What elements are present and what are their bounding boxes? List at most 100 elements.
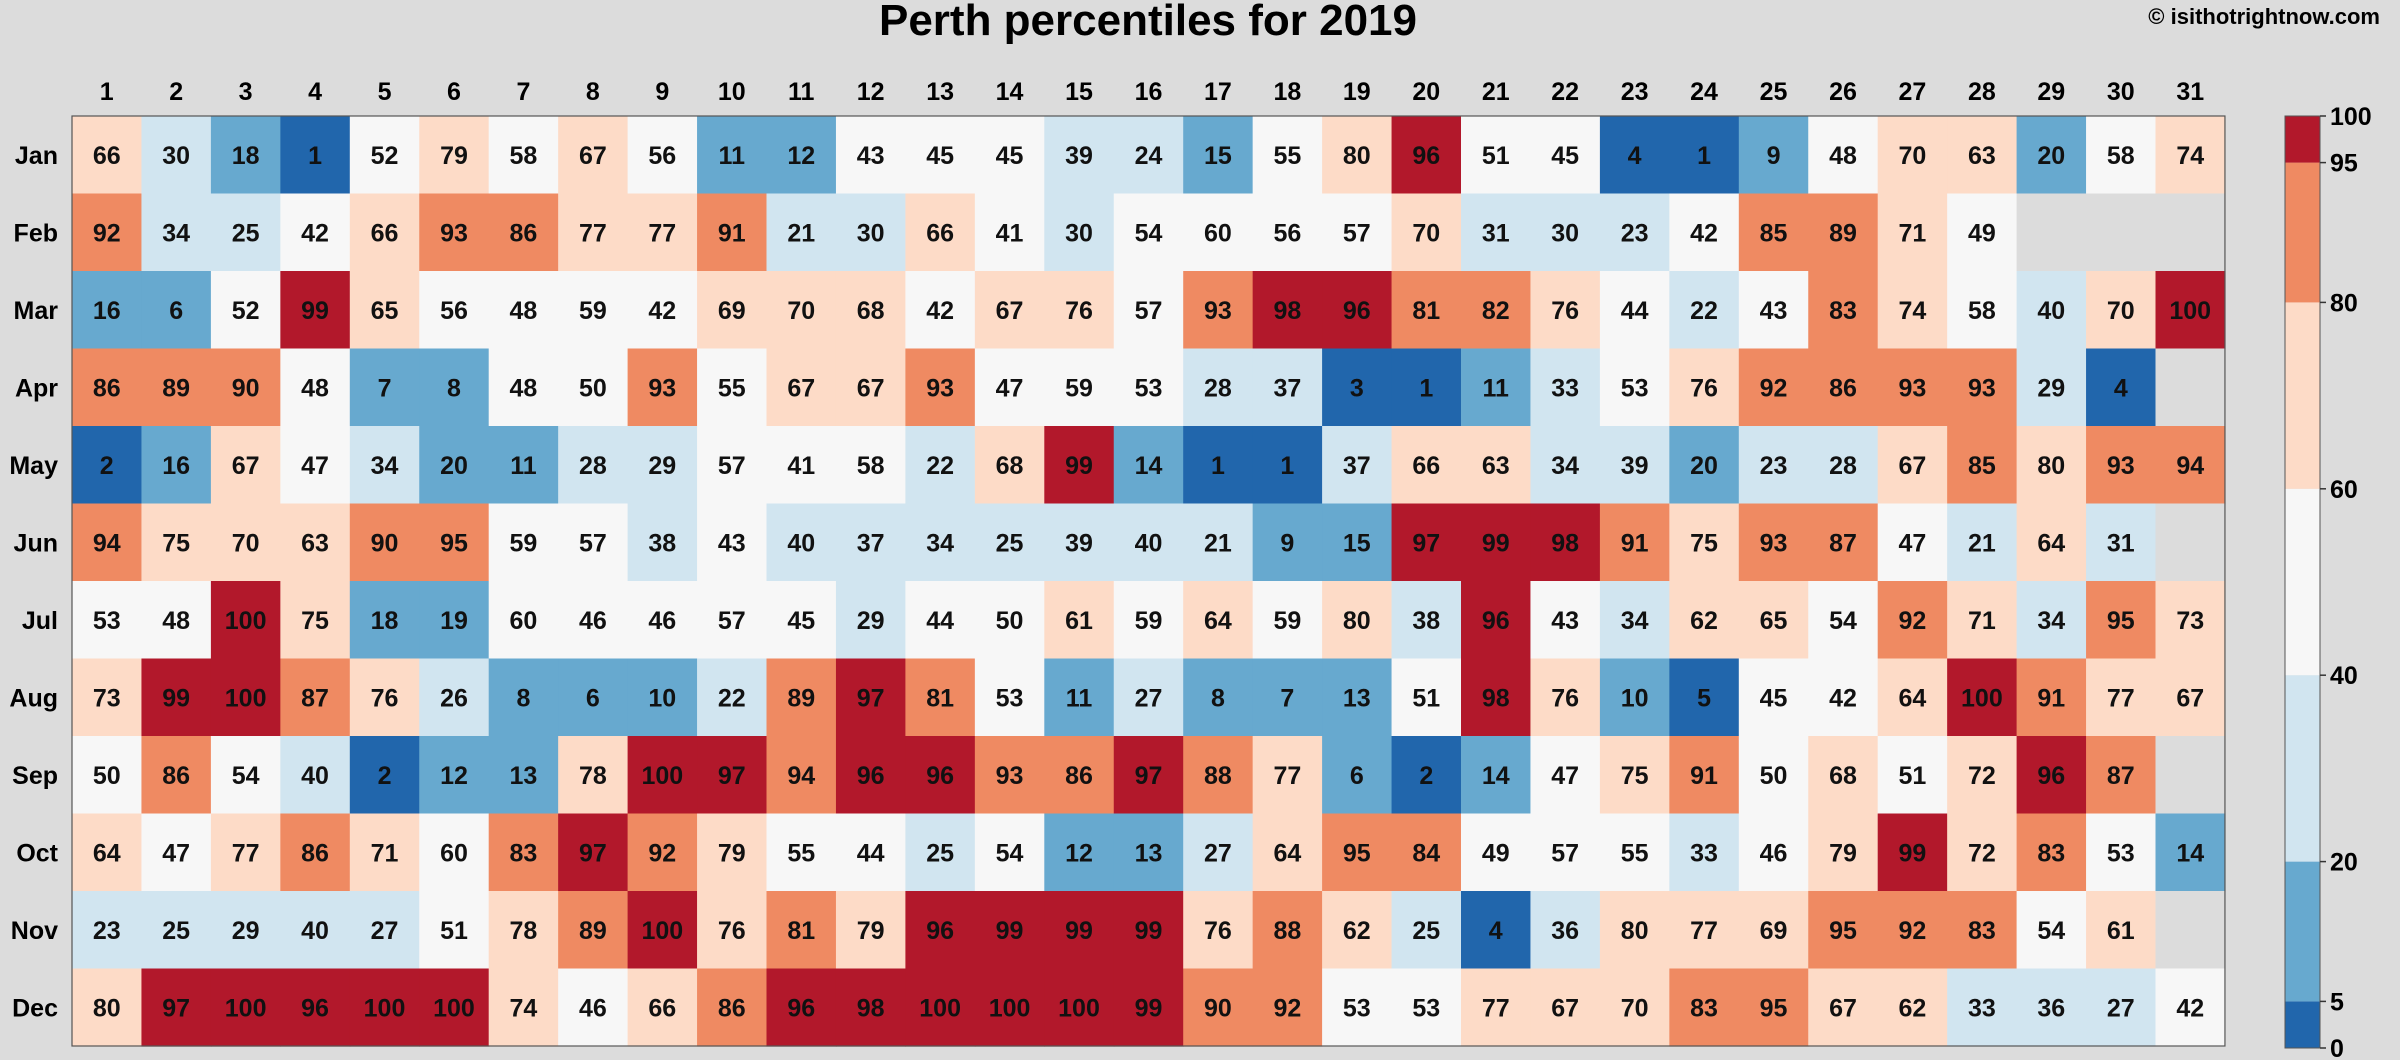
heatmap-cell — [1322, 193, 1393, 272]
heatmap-cell — [835, 271, 906, 350]
heatmap-cell — [1530, 116, 1601, 195]
heatmap-cell — [1738, 193, 1809, 272]
heatmap-chart: 1 2 3 4 5 6 7 8 9 10 11 12 13 14 15 16 17 18 19 20 21 22 23 24 2… — [9, 78, 2226, 1047]
heatmap-cell — [2155, 658, 2226, 737]
heatmap-cell — [210, 968, 281, 1047]
cell-value-label: 97 — [162, 994, 190, 1022]
heatmap-cell — [1808, 658, 1879, 737]
heatmap-cell — [2086, 813, 2157, 892]
heatmap-cell — [2086, 271, 2157, 350]
cell-value-label: 15 — [1343, 529, 1371, 557]
cell-value-label: 20 — [2037, 142, 2065, 170]
heatmap-cell — [1877, 581, 1948, 660]
heatmap-cell — [905, 658, 976, 737]
cell-value-label: 95 — [1760, 994, 1788, 1022]
cell-value-label: 67 — [787, 374, 815, 402]
heatmap-cell — [766, 193, 837, 272]
heatmap-cell — [1322, 581, 1393, 660]
heatmap-cell — [1044, 658, 1115, 737]
column-label: 24 — [1690, 78, 1718, 106]
cell-value-label: 1 — [1419, 374, 1433, 402]
heatmap-cell — [2155, 426, 2226, 505]
cell-value-label: 56 — [648, 142, 676, 170]
heatmap-cell — [2086, 116, 2157, 195]
cell-value-label: 80 — [1621, 917, 1649, 945]
heatmap-cell — [766, 116, 837, 195]
heatmap-cell — [1669, 658, 1740, 737]
heatmap-cell — [1808, 271, 1879, 350]
heatmap-cell — [1252, 193, 1323, 272]
heatmap-cell — [1738, 581, 1809, 660]
heatmap-cell — [835, 658, 906, 737]
heatmap-cell — [697, 503, 768, 582]
cell-value-label: 96 — [301, 994, 329, 1022]
cell-value-label: 34 — [926, 529, 954, 557]
cell-value-label: 81 — [926, 684, 954, 712]
cell-value-label: 67 — [857, 374, 885, 402]
heatmap-cell — [1113, 736, 1184, 815]
cell-value-label: 50 — [1760, 762, 1788, 790]
cell-value-label: 59 — [1273, 607, 1301, 635]
heatmap-cell — [1183, 736, 1254, 815]
cell-value-label: 53 — [1135, 374, 1163, 402]
cell-value-label: 48 — [510, 374, 538, 402]
cell-value-label: 12 — [787, 142, 815, 170]
cell-value-label: 34 — [371, 452, 399, 480]
column-label: 12 — [857, 78, 885, 106]
heatmap-cell — [210, 193, 281, 272]
cell-value-label: 56 — [440, 297, 468, 325]
cell-value-label: 37 — [1343, 452, 1371, 480]
cell-value-label: 72 — [1968, 762, 1996, 790]
heatmap-cell — [558, 348, 629, 427]
heatmap-cell — [1947, 813, 2018, 892]
colorbar-border — [2284, 115, 2321, 1049]
heatmap-cell — [1391, 736, 1462, 815]
heatmap-cell — [349, 581, 420, 660]
cell-value-label: 34 — [1621, 607, 1649, 635]
heatmap-cell — [1044, 581, 1115, 660]
heatmap-cell — [974, 581, 1045, 660]
heatmap-cell — [1113, 891, 1184, 970]
heatmap-cell — [835, 968, 906, 1047]
cell-value-label: 46 — [579, 994, 607, 1022]
cell-value-label: 54 — [232, 762, 260, 790]
cell-value-label: 74 — [1899, 297, 1927, 325]
colorbar-tick-label: 0 — [2330, 1035, 2344, 1060]
heatmap-cell — [1183, 658, 1254, 737]
cell-value-label: 100 — [364, 994, 406, 1022]
cell-value-label: 63 — [1968, 142, 1996, 170]
heatmap-cell — [697, 891, 768, 970]
heatmap-cell — [1599, 581, 1670, 660]
cell-value-label: 57 — [1135, 297, 1163, 325]
heatmap-cell — [1044, 503, 1115, 582]
cell-value-label: 31 — [2107, 529, 2135, 557]
heatmap-cell — [2086, 736, 2157, 815]
heatmap-cell — [141, 271, 212, 350]
heatmap-cell — [697, 658, 768, 737]
cell-value-label: 61 — [1065, 607, 1093, 635]
heatmap-cell — [419, 116, 490, 195]
cell-value-label: 88 — [1204, 762, 1232, 790]
cell-value-label: 99 — [1899, 839, 1927, 867]
cell-value-label: 68 — [996, 452, 1024, 480]
cell-value-label: 27 — [2107, 994, 2135, 1022]
heatmap-cell — [1947, 658, 2018, 737]
cell-value-label: 75 — [301, 607, 329, 635]
heatmap-cell — [2086, 193, 2157, 272]
heatmap-cell — [2155, 348, 2226, 427]
heatmap-cell — [1738, 658, 1809, 737]
cell-value-label: 96 — [857, 762, 885, 790]
cell-value-label: 77 — [648, 219, 676, 247]
heatmap-cell — [558, 813, 629, 892]
cell-value-label: 11 — [719, 142, 746, 170]
heatmap-cell — [488, 116, 559, 195]
heatmap-cell — [905, 348, 976, 427]
heatmap-cell — [1461, 813, 1532, 892]
cell-value-label: 40 — [301, 917, 329, 945]
heatmap-cell — [697, 581, 768, 660]
cell-value-label: 79 — [1829, 839, 1857, 867]
cell-value-label: 4 — [2114, 374, 2128, 402]
row-label: Jan — [15, 142, 58, 170]
heatmap-cell — [1877, 658, 1948, 737]
row-label: Mar — [14, 297, 59, 325]
